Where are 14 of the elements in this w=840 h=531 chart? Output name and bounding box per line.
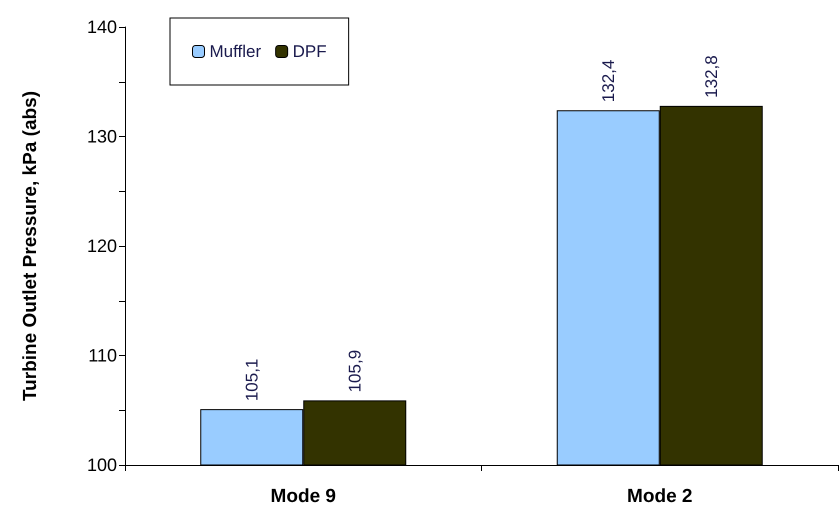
y-tick-label: 140 bbox=[86, 17, 117, 37]
y-tick-label: 100 bbox=[86, 455, 117, 475]
legend-label: DPF bbox=[292, 42, 327, 61]
y-tick-label: 120 bbox=[86, 236, 117, 256]
data-label: 132,8 bbox=[702, 55, 721, 98]
data-label: 105,9 bbox=[345, 350, 364, 392]
y-tick-label: 130 bbox=[86, 126, 117, 146]
y-tick-label: 110 bbox=[88, 346, 117, 366]
legend-label: Muffler bbox=[210, 42, 262, 61]
x-tick-label: Mode 2 bbox=[627, 486, 692, 507]
y-axis-title: Turbine Outlet Pressure, kPa (abs) bbox=[20, 90, 41, 402]
data-label: 105,1 bbox=[242, 358, 262, 402]
x-tick-label: Mode 9 bbox=[270, 486, 336, 507]
data-label: 132,4 bbox=[598, 60, 618, 102]
